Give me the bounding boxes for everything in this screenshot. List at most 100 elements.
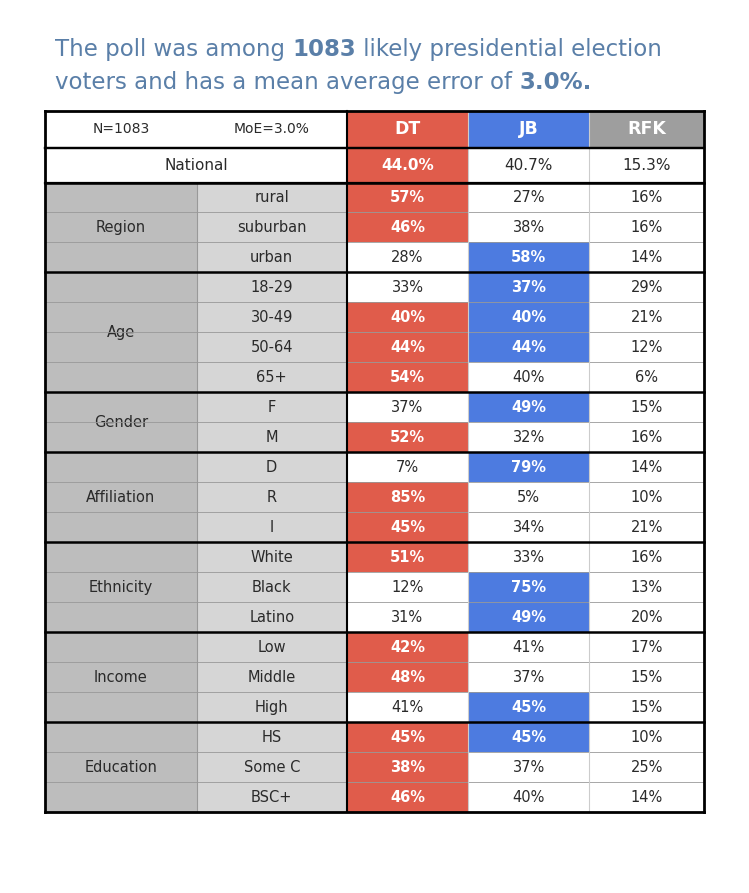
Text: 21%: 21% xyxy=(631,310,663,325)
Text: 51%: 51% xyxy=(389,550,425,565)
Text: 85%: 85% xyxy=(389,490,425,505)
Bar xyxy=(45,603,196,632)
Bar xyxy=(589,111,704,147)
Bar xyxy=(45,393,196,422)
Text: 41%: 41% xyxy=(512,640,545,655)
Text: 65+: 65+ xyxy=(256,370,287,385)
Text: 15%: 15% xyxy=(631,670,663,685)
Text: Age: Age xyxy=(106,325,135,340)
Bar xyxy=(45,243,196,272)
Bar xyxy=(589,332,704,363)
Bar xyxy=(196,332,347,363)
Text: 28%: 28% xyxy=(391,250,424,265)
Text: 37%: 37% xyxy=(512,760,545,775)
Bar xyxy=(196,453,347,482)
Bar xyxy=(45,453,196,482)
Bar xyxy=(468,303,589,332)
Bar xyxy=(45,111,704,813)
Text: Gender: Gender xyxy=(94,415,148,430)
Bar xyxy=(45,513,196,543)
Text: 25%: 25% xyxy=(631,760,663,775)
Bar xyxy=(347,332,468,363)
Bar xyxy=(468,482,589,513)
Text: Low: Low xyxy=(258,640,286,655)
Bar xyxy=(196,753,347,782)
Bar xyxy=(589,753,704,782)
Bar xyxy=(347,213,468,243)
Text: 40.7%: 40.7% xyxy=(505,157,553,172)
Bar xyxy=(347,722,468,753)
Bar xyxy=(196,543,347,572)
Text: 58%: 58% xyxy=(511,250,546,265)
Text: 15.3%: 15.3% xyxy=(622,157,671,172)
Bar xyxy=(589,393,704,422)
Bar xyxy=(45,332,196,363)
Text: 79%: 79% xyxy=(512,460,546,475)
Text: HS: HS xyxy=(261,730,282,745)
Bar xyxy=(347,147,468,182)
Bar xyxy=(45,303,196,332)
Bar xyxy=(45,572,196,603)
Bar xyxy=(196,603,347,632)
Bar xyxy=(589,692,704,722)
Text: 40%: 40% xyxy=(512,370,545,385)
Bar xyxy=(347,753,468,782)
Bar xyxy=(347,632,468,663)
Text: 46%: 46% xyxy=(390,220,425,235)
Bar xyxy=(589,213,704,243)
Text: 16%: 16% xyxy=(631,220,663,235)
Text: Region: Region xyxy=(96,220,146,235)
Bar xyxy=(347,111,468,147)
Bar xyxy=(347,182,468,213)
Bar xyxy=(347,303,468,332)
Text: 49%: 49% xyxy=(512,400,546,415)
Text: 10%: 10% xyxy=(631,730,663,745)
Bar xyxy=(45,147,468,182)
Text: 13%: 13% xyxy=(631,580,663,595)
Bar xyxy=(468,692,589,722)
Bar xyxy=(45,753,196,782)
Text: 16%: 16% xyxy=(631,430,663,445)
Bar xyxy=(347,363,468,393)
Bar xyxy=(45,722,196,753)
Text: 45%: 45% xyxy=(390,520,425,535)
Text: RFK: RFK xyxy=(627,121,666,138)
Text: Affiliation: Affiliation xyxy=(86,490,155,505)
Text: 50-64: 50-64 xyxy=(250,340,293,355)
Text: 5%: 5% xyxy=(518,490,540,505)
Bar xyxy=(468,513,589,543)
Text: 16%: 16% xyxy=(631,190,663,205)
Text: Middle: Middle xyxy=(248,670,296,685)
Bar xyxy=(468,572,589,603)
Bar xyxy=(468,332,589,363)
Text: 40%: 40% xyxy=(390,310,425,325)
Text: 12%: 12% xyxy=(631,340,663,355)
Text: rural: rural xyxy=(255,190,289,205)
Text: 37%: 37% xyxy=(512,280,546,295)
Text: 38%: 38% xyxy=(512,220,545,235)
Bar xyxy=(468,603,589,632)
Bar xyxy=(196,513,347,543)
Text: High: High xyxy=(255,700,288,715)
Text: 7%: 7% xyxy=(396,460,419,475)
Text: 57%: 57% xyxy=(390,190,425,205)
Bar xyxy=(347,543,468,572)
Bar xyxy=(468,543,589,572)
Bar xyxy=(45,272,196,303)
Bar xyxy=(589,632,704,663)
Bar xyxy=(45,422,196,453)
Bar xyxy=(196,303,347,332)
Text: 14%: 14% xyxy=(631,460,663,475)
Text: MoE=3.0%: MoE=3.0% xyxy=(234,122,309,137)
Bar xyxy=(589,453,704,482)
Bar xyxy=(45,213,196,243)
Text: R: R xyxy=(267,490,277,505)
Text: BSC+: BSC+ xyxy=(251,790,292,805)
Text: White: White xyxy=(250,550,293,565)
Bar xyxy=(468,243,589,272)
Bar xyxy=(347,272,468,303)
Bar xyxy=(196,422,347,453)
Text: 45%: 45% xyxy=(511,700,546,715)
Text: 1083: 1083 xyxy=(292,38,356,61)
Bar xyxy=(347,782,468,813)
